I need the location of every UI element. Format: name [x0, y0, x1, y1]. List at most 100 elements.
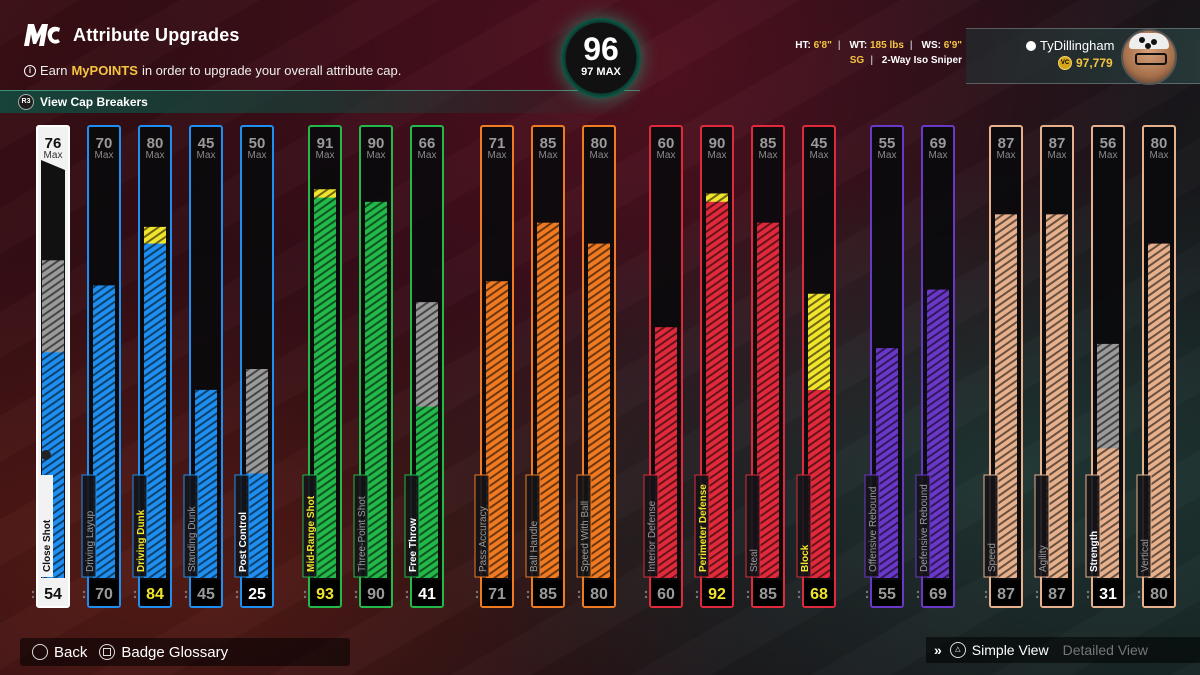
- wt-label: WT:: [849, 40, 868, 51]
- attribute-dot: [746, 590, 750, 594]
- attribute-max-label: Max: [316, 150, 335, 161]
- detailed-view-tab[interactable]: Detailed View: [1062, 642, 1148, 658]
- separator: |: [909, 40, 913, 51]
- attribute-label-plate: [183, 474, 199, 578]
- attribute-value-box: [753, 580, 783, 606]
- attribute-value: 68: [810, 586, 828, 603]
- attribute-name: Pass Accuracy: [478, 506, 489, 572]
- vc-balance: VC 97,779: [1058, 56, 1113, 70]
- attribute-label-plate: [1034, 474, 1050, 578]
- badge-glossary-button[interactable]: Badge Glossary: [121, 643, 229, 661]
- attribute-fill: [706, 201, 728, 579]
- attribute-max-label: Max: [997, 150, 1016, 161]
- attribute-value-box: [191, 580, 221, 606]
- attribute-max-label: Max: [1150, 150, 1169, 161]
- attribute-dot: [31, 590, 35, 594]
- attribute-dot: [405, 595, 409, 599]
- attribute-name: Perimeter Defense: [698, 484, 709, 572]
- attribute-name: Three-Point Shot: [357, 496, 368, 572]
- attribute-fill: [808, 389, 830, 578]
- attribute-max-label: Max: [197, 150, 216, 161]
- overall-rating-badge: 96 97 MAX: [561, 18, 641, 98]
- attribute-max-label: Max: [95, 150, 114, 161]
- attribute-value-box: [991, 580, 1021, 606]
- attribute-max-value: 45: [811, 135, 828, 152]
- attribute-value-box: [651, 580, 681, 606]
- attribute-fill: [314, 197, 336, 578]
- vc-amount: 97,779: [1076, 56, 1113, 70]
- attribute-dot: [526, 595, 530, 599]
- attribute-dot: [695, 590, 699, 594]
- attribute-max-label: Max: [657, 150, 676, 161]
- attribute-value: 80: [590, 586, 608, 603]
- attribute-dot: [31, 595, 35, 599]
- player-info: HT: 6'8" | WT: 185 lbs | WS: 6'9" SG | 2-Wa…: [780, 40, 962, 66]
- subtitle-suffix: in order to upgrade your overall attribu…: [141, 63, 402, 78]
- attribute-max-label: Max: [248, 150, 267, 161]
- attribute-label-plate: [983, 474, 999, 578]
- attribute-max-label: Max: [878, 150, 897, 161]
- attribute-dot: [644, 590, 648, 594]
- attribute-value: 90: [367, 586, 385, 603]
- attribute-fill: [365, 201, 387, 579]
- position-value: SG: [849, 55, 865, 66]
- attribute-value-box: [310, 580, 340, 606]
- attribute-label-plate: [576, 474, 592, 578]
- attribute-label-plate: [353, 474, 369, 578]
- attribute-label-plate: [1136, 474, 1152, 578]
- attribute-max-value: 80: [1151, 135, 1168, 152]
- attribute-name: Driving Layup: [85, 510, 96, 572]
- attribute-label-plate: [234, 474, 250, 578]
- attribute-value: 60: [657, 586, 675, 603]
- build-name: 2-Way Iso Sniper: [881, 55, 962, 66]
- attribute-value: 41: [418, 586, 436, 603]
- attribute-value: 85: [759, 586, 777, 603]
- attribute-name: Steal: [749, 549, 760, 572]
- attribute-label-plate: [404, 474, 420, 578]
- attribute-fill: [927, 289, 949, 578]
- attribute-value: 87: [1048, 586, 1066, 603]
- attribute-value-box: [702, 580, 732, 606]
- attribute-max-value: 60: [658, 135, 675, 152]
- overall-max: 97 MAX: [581, 66, 621, 78]
- attribute-max-label: Max: [539, 150, 558, 161]
- attribute-dot: [354, 590, 358, 594]
- attribute-max-label: Max: [810, 150, 829, 161]
- attribute-label-plate: [745, 474, 761, 578]
- attribute-name: Agility: [1038, 545, 1049, 572]
- attribute-label-plate: [864, 474, 880, 578]
- view-cap-breakers-button[interactable]: R3 View Cap Breakers: [0, 90, 640, 113]
- player-build: SG | 2-Way Iso Sniper: [780, 55, 962, 66]
- attribute-dot: [184, 595, 188, 599]
- attribute-name: Standing Dunk: [187, 505, 198, 572]
- attribute-dot: [133, 590, 137, 594]
- attribute-name: Free Throw: [408, 518, 419, 572]
- attribute-fill: [1148, 243, 1170, 578]
- attribute-label-plate: [474, 474, 490, 578]
- attribute-dot: [354, 595, 358, 599]
- attribute-dot: [82, 590, 86, 594]
- overall-value: 96: [583, 31, 619, 67]
- attribute-value-box: [1042, 580, 1072, 606]
- attribute-dot: [475, 595, 479, 599]
- attribute-fill: [876, 348, 898, 578]
- simple-view-tab[interactable]: Simple View: [971, 642, 1049, 658]
- attribute-value-box: [38, 580, 68, 606]
- attribute-dot: [235, 595, 239, 599]
- attribute-value: 84: [146, 586, 164, 603]
- attribute-name: Vertical: [1140, 539, 1151, 572]
- attribute-max-value: 76: [45, 135, 62, 152]
- ht-label: HT:: [795, 40, 811, 51]
- back-button[interactable]: Back: [54, 643, 88, 661]
- attribute-value-box: [804, 580, 834, 606]
- attribute-label-plate: [1085, 474, 1101, 578]
- subtitle: i Earn MyPOINTS in order to upgrade your…: [24, 63, 401, 78]
- attribute-value-box: [584, 580, 614, 606]
- mycareer-logo: [24, 24, 60, 46]
- attribute-label-plate: [39, 475, 53, 577]
- wingspan-value: 6'9": [943, 40, 962, 51]
- attribute-dot: [1035, 590, 1039, 594]
- attribute-label-plate: [525, 474, 541, 578]
- attribute-max-label: Max: [146, 150, 165, 161]
